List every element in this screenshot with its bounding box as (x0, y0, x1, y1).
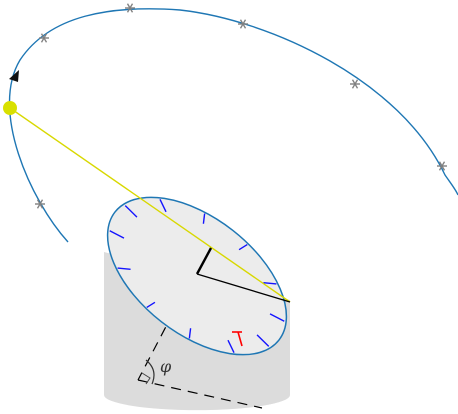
angle-label: φ (160, 357, 172, 376)
hour-tick (202, 213, 206, 224)
sun-ray (9, 107, 291, 303)
arrow-head-icon (9, 70, 19, 82)
hour-tick (269, 313, 285, 322)
hour-tick (109, 230, 125, 239)
ground-dashed-line (137, 379, 263, 409)
noon-marker (232, 331, 243, 347)
asterisk-icon (238, 19, 248, 29)
sun-icon (3, 101, 17, 115)
angle-arc (145, 359, 155, 385)
hour-tick (256, 334, 270, 347)
hour-ticks (109, 199, 285, 353)
asterisk-icon (125, 3, 135, 13)
sundial-face (106, 196, 288, 356)
dial-face-ellipse (106, 196, 288, 356)
asterisk-icon (350, 79, 360, 89)
asterisk-icon (35, 199, 45, 209)
hour-tick (124, 205, 138, 218)
asterisk-icon (437, 161, 447, 171)
hour-tick (263, 281, 277, 285)
hour-tick (146, 301, 156, 309)
hour-tick (238, 243, 248, 251)
hour-tick (227, 339, 235, 353)
hour-tick (117, 267, 131, 271)
orbit-markers (35, 3, 447, 209)
sun-orbit-path (8, 8, 458, 243)
hour-tick (159, 199, 167, 213)
asterisk-icon (39, 33, 49, 43)
gnomon-shadow (196, 273, 291, 303)
hour-tick (188, 328, 192, 339)
right-angle-marker (141, 372, 151, 385)
gnomon (195, 247, 213, 275)
